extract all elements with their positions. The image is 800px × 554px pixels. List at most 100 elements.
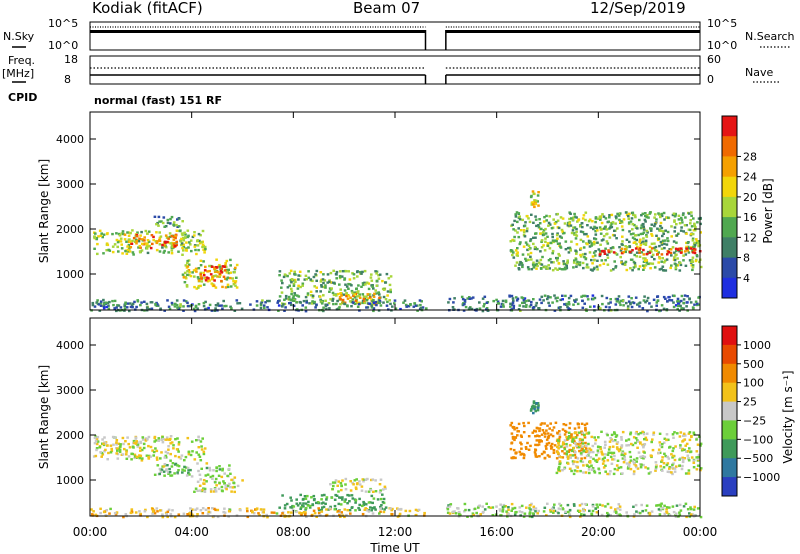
- heatmap-cell: [383, 288, 386, 291]
- heatmap-cell: [537, 307, 541, 310]
- heatmap-cell: [184, 300, 188, 303]
- heatmap-cell: [203, 269, 207, 272]
- heatmap-cell: [523, 424, 526, 428]
- heatmap-cell: [177, 217, 181, 220]
- heatmap-cell: [93, 436, 97, 440]
- heatmap-cell: [318, 514, 322, 517]
- heatmap-cell: [663, 218, 666, 221]
- heatmap-cell: [684, 450, 688, 453]
- heatmap-cell: [584, 471, 588, 474]
- heatmap-cell: [362, 480, 365, 483]
- heatmap-cell: [606, 511, 609, 515]
- heatmap-cell: [620, 261, 623, 264]
- heatmap-cell: [156, 303, 159, 306]
- heatmap-cell: [109, 507, 112, 511]
- heatmap-cell: [203, 482, 206, 485]
- heatmap-cell: [277, 304, 281, 307]
- heatmap-cell: [374, 270, 377, 273]
- heatmap-cell: [95, 301, 98, 304]
- heatmap-cell: [578, 504, 582, 507]
- heatmap-cell: [425, 307, 428, 310]
- heatmap-cell: [552, 451, 556, 454]
- heatmap-cell: [137, 240, 141, 243]
- heatmap-cell: [145, 247, 149, 250]
- heatmap-cell: [620, 436, 623, 439]
- heatmap-cell: [364, 503, 368, 506]
- heatmap-cell: [356, 295, 359, 298]
- heatmap-cell: [565, 430, 568, 434]
- heatmap-cell: [591, 242, 594, 245]
- heatmap-cell: [556, 259, 559, 262]
- heatmap-cell: [209, 475, 213, 479]
- heatmap-cell: [699, 467, 703, 470]
- heatmap-cell: [604, 464, 607, 467]
- heatmap-cell: [366, 477, 369, 481]
- heatmap-cell: [202, 450, 206, 453]
- heatmap-cell: [94, 439, 98, 443]
- heatmap-cell: [632, 436, 636, 439]
- heatmap-cell: [190, 475, 194, 478]
- heatmap-cell: [127, 442, 130, 446]
- heatmap-cell: [581, 447, 584, 451]
- heatmap-cell: [558, 433, 562, 436]
- heatmap-cell: [303, 495, 307, 498]
- heatmap-cell: [650, 440, 653, 444]
- heatmap-cell: [358, 296, 362, 299]
- heatmap-cell: [214, 307, 217, 310]
- heatmap-cell: [517, 216, 521, 219]
- heatmap-cell: [559, 504, 563, 507]
- heatmap-cell: [189, 274, 193, 278]
- heatmap-cell: [532, 401, 536, 405]
- heatmap-cell: [586, 242, 589, 246]
- heatmap-cell: [104, 301, 108, 304]
- heatmap-cell: [562, 260, 565, 263]
- heatmap-cell: [662, 462, 666, 465]
- heatmap-cell: [458, 513, 461, 516]
- heatmap-cell: [696, 242, 700, 245]
- heatmap-cell: [346, 509, 349, 512]
- heatmap-cell: [644, 239, 648, 242]
- heatmap-cell: [645, 438, 649, 442]
- heatmap-cell: [188, 304, 192, 308]
- heatmap-cell: [136, 443, 140, 446]
- heatmap-cell: [582, 449, 586, 452]
- heatmap-cell: [627, 300, 631, 303]
- heatmap-cell: [284, 294, 288, 298]
- heatmap-cell: [657, 212, 660, 215]
- heatmap-cell: [604, 305, 608, 309]
- heatmap-cell: [532, 411, 535, 415]
- heatmap-cell: [320, 278, 323, 282]
- heatmap-cell: [228, 482, 231, 486]
- heatmap-cell: [180, 243, 183, 247]
- heatmap-cell: [202, 487, 205, 490]
- heatmap-cell: [196, 489, 199, 492]
- heatmap-cell: [621, 235, 624, 238]
- heatmap-cell: [566, 462, 570, 465]
- heatmap-cell: [300, 513, 303, 517]
- heatmap-cell: [397, 508, 400, 511]
- heatmap-cell: [121, 453, 125, 456]
- heatmap-cell: [568, 448, 571, 452]
- heatmap-cell: [389, 302, 392, 306]
- heatmap-cell: [692, 229, 696, 232]
- heatmap-cell: [159, 470, 163, 474]
- heatmap-cell: [494, 513, 498, 516]
- heatmap-cell: [483, 508, 487, 511]
- heatmap-cell: [485, 502, 488, 505]
- heatmap-cell: [516, 430, 519, 433]
- heatmap-cell: [692, 217, 695, 220]
- heatmap-cell: [584, 211, 588, 214]
- x-tick-label: 04:00: [174, 525, 209, 539]
- heatmap-cell: [522, 456, 526, 460]
- heatmap-cell: [163, 240, 167, 243]
- y-tick-label: 1000: [56, 268, 84, 281]
- heatmap-cell: [682, 298, 686, 301]
- heatmap-cell: [375, 284, 379, 287]
- heatmap-cell: [626, 467, 630, 470]
- heatmap-cell: [470, 307, 474, 311]
- heatmap-cell: [531, 404, 535, 407]
- heatmap-cell: [642, 231, 646, 234]
- cpid-label: CPID: [8, 91, 37, 104]
- heatmap-cell: [642, 225, 645, 228]
- heatmap-cell: [124, 249, 127, 253]
